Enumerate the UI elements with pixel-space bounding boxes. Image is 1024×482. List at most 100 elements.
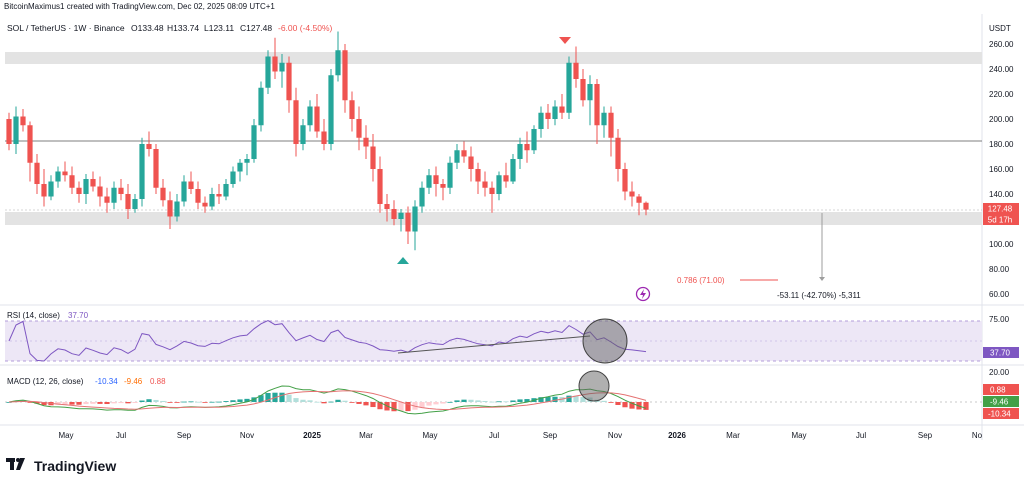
macd-histogram-bar [349,402,355,403]
candle-body [97,186,103,197]
macd-badge-2 [983,396,1019,407]
lightning-icon [640,289,646,299]
rsi-band [5,321,982,361]
candle-body [643,202,649,210]
candle-body [6,119,12,144]
measure-arrow-icon [819,277,825,281]
resistance-zone [5,52,982,64]
candle-body [209,194,215,207]
price-tick: 60.00 [989,290,1010,299]
price-tick: 240.00 [989,65,1014,74]
candle-body [223,184,229,197]
alert-icon[interactable] [635,286,651,302]
price-axis[interactable]: 260.00 240.00 220.00 200.00 180.00 160.00 140.… [989,40,1014,299]
macd-histogram-bar [188,401,194,403]
candle-body [510,159,516,182]
macd-histogram-bar [216,401,222,403]
macd-histogram-bar [419,402,425,408]
candle-body [426,175,432,188]
time-tick: May [58,431,73,440]
time-axis[interactable]: May Jul Sep Nov 2025 Mar May Jul Sep Nov 2026 Mar Ma… [58,431,982,440]
macd-histogram-bar [335,399,341,402]
price-tick: 100.00 [989,240,1014,249]
candle-body [601,112,607,126]
top-marker-icon [559,37,571,44]
macd-histogram-bar [139,400,145,402]
ohlc-change: -6.00 (-4.50%) [278,23,332,33]
macd-histogram-bar [580,397,586,402]
candle-body [286,62,292,101]
macd-histogram-bar [321,402,327,404]
rsi-divergence-line [397,335,591,354]
rsi-value-label: 37.70 [68,311,89,320]
measure-label: -53.11 (-42.70%) -5,311 [777,291,861,300]
candle-body [468,156,474,169]
candle-body [181,181,187,202]
candle-body [153,149,159,188]
candle-body [251,125,257,159]
time-tick: Sep [177,431,192,440]
candle-body [237,162,243,172]
candle-body [622,169,628,192]
candle-body [363,137,369,147]
candle-body [587,84,593,101]
candle-body [146,144,152,149]
candle-body [461,150,467,157]
macd-histogram-bar [90,402,96,404]
candle-body [321,131,327,144]
ohlc-open: O133.48 [131,23,164,33]
macd-histogram-bar [223,401,229,402]
macd-histogram-bar [153,399,159,402]
macd-histogram-bar [62,402,68,405]
candle-body [244,159,250,163]
macd-histogram-bar [314,401,320,403]
macd-badge-2-text: -9.46 [990,398,1009,407]
candle-body [90,179,96,187]
fib-label: 0.786 (71.00) [677,276,725,285]
candle-body [335,50,341,76]
time-tick: Nov [240,431,254,440]
candle-body [566,62,572,113]
macd-layer [6,385,649,415]
countdown-value: 5d 17h [988,216,1012,225]
price-tick: 200.00 [989,115,1014,124]
macd-histogram-bar [475,400,481,402]
macd-histogram-bar [461,399,467,402]
macd-histogram-bar [398,402,404,412]
candle-body [132,199,138,209]
candle-body [342,50,348,101]
candle-body [104,196,110,203]
macd-histogram-bar [524,399,530,402]
macd-histogram-bar [552,396,558,402]
macd-highlight-circle [578,370,610,402]
macd-histogram-bar [454,400,460,402]
macd-histogram-bar [146,399,152,402]
ohlc-high: H133.74 [167,23,199,33]
macd-histogram-bar [258,395,264,402]
macd-value-1: -10.34 [95,377,118,386]
candle-body [538,112,544,129]
candle-body [412,206,418,232]
candle-body [111,187,117,203]
macd-histogram-bar [167,402,173,403]
macd-value-2: -9.46 [124,377,143,386]
macd-histogram-bar [601,400,607,402]
candle-body [398,212,404,219]
candle-body [125,194,131,209]
macd-histogram-bar [503,401,509,403]
candle-body [524,144,530,151]
countdown-badge [983,214,1019,225]
candle-body [188,181,194,189]
candle-body [594,84,600,126]
candle-body [384,204,390,209]
macd-histogram-bar [433,402,439,405]
macd-histogram-bar [118,402,124,404]
candle-body [503,175,509,182]
rsi-line [8,320,647,362]
tradingview-logo[interactable]: TradingView [6,457,116,475]
macd-histogram-bar [34,402,40,404]
rsi-layer [8,320,647,362]
macd-histogram-bar [230,400,236,402]
time-tick: Mar [359,431,373,440]
